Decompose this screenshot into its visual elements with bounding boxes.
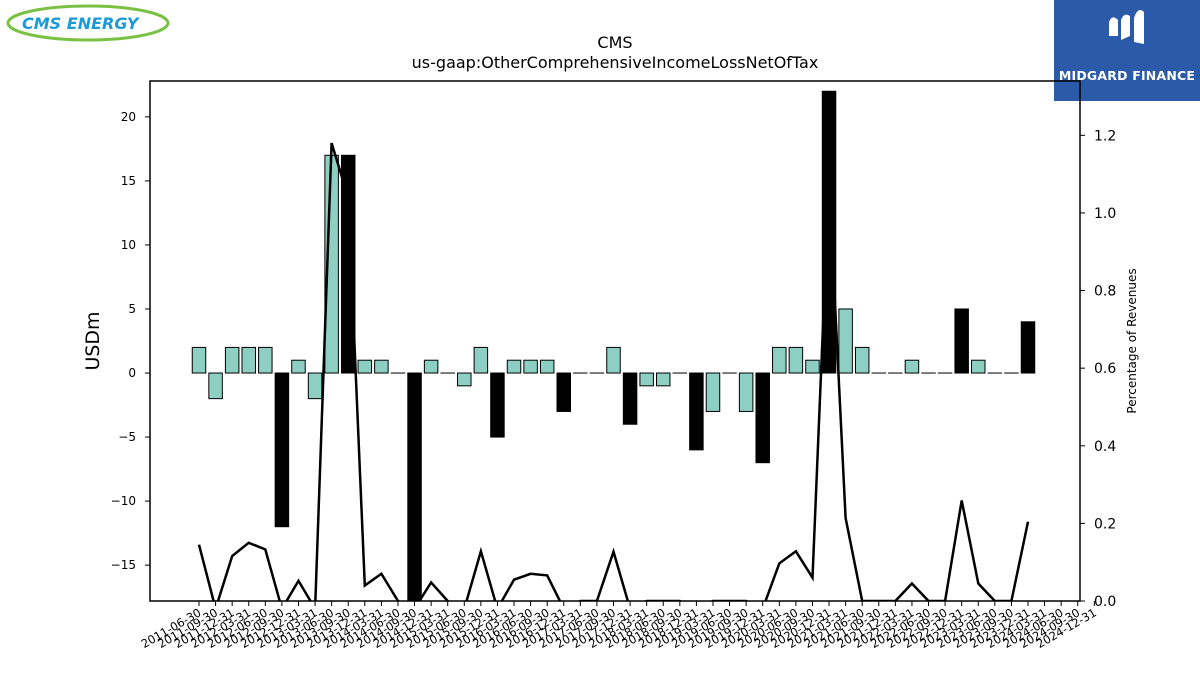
bar xyxy=(622,372,638,425)
midgard-finance-logo: MIDGARD FINANCE xyxy=(1054,0,1200,101)
bar xyxy=(208,372,223,400)
bar xyxy=(340,154,356,374)
y-axis-left: −15 −10 −5 0 5 10 15 20 xyxy=(111,110,150,572)
bar xyxy=(772,346,787,374)
y-tick-label: 20 xyxy=(121,110,136,124)
bar xyxy=(241,346,256,374)
bar xyxy=(838,308,853,374)
y-axis-right: 0.0 0.2 0.4 0.6 0.8 1.0 1.2 xyxy=(1080,128,1116,610)
bar xyxy=(788,346,804,374)
y2-tick-label: 1.2 xyxy=(1094,128,1116,144)
midgard-mark-icon xyxy=(1109,10,1144,44)
bar xyxy=(457,372,472,387)
bar xyxy=(954,308,969,374)
cms-energy-logo: CMS ENERGY xyxy=(0,0,175,50)
logo-text: CMS ENERGY xyxy=(22,14,140,33)
bar xyxy=(1020,321,1036,374)
bar xyxy=(821,90,837,374)
bar xyxy=(606,346,621,374)
bar xyxy=(755,372,770,464)
y-tick-label: 5 xyxy=(128,302,136,316)
bar xyxy=(971,359,986,374)
bar xyxy=(639,372,654,387)
y-tick-label: −5 xyxy=(118,430,136,444)
bar xyxy=(258,346,273,374)
logo-swoosh xyxy=(6,4,170,42)
y-tick-label: −10 xyxy=(111,494,136,508)
bar xyxy=(655,372,671,387)
bar xyxy=(506,359,522,374)
bar xyxy=(523,359,538,374)
bar xyxy=(191,346,207,374)
bar xyxy=(904,359,920,374)
logo-text: MIDGARD FINANCE xyxy=(1058,68,1196,83)
y2-tick-label: 0.2 xyxy=(1094,516,1116,532)
bar xyxy=(291,359,306,374)
y-tick-label: −15 xyxy=(111,558,136,572)
y2-tick-label: 0.0 xyxy=(1094,594,1116,610)
y2-tick-label: 1.0 xyxy=(1094,206,1116,222)
bar xyxy=(407,372,422,602)
bar xyxy=(274,372,290,528)
line-series xyxy=(197,142,1030,601)
bar xyxy=(423,359,439,374)
chart-title: CMS xyxy=(597,33,632,52)
bar xyxy=(374,359,389,374)
y-tick-label: 10 xyxy=(121,238,136,252)
bar xyxy=(539,359,555,374)
bar xyxy=(805,359,820,374)
bar xyxy=(224,346,240,374)
y-axis-label: USDm xyxy=(82,311,104,370)
y2-tick-label: 0.8 xyxy=(1094,284,1116,300)
bar xyxy=(556,372,572,412)
y-tick-label: 15 xyxy=(121,174,136,188)
bar xyxy=(473,346,489,374)
x-axis: 2011-06-302011-09-302011-12-312012-03-31… xyxy=(139,601,1099,651)
y2-tick-label: 0.4 xyxy=(1094,439,1116,455)
bar xyxy=(738,372,754,412)
bar xyxy=(705,372,721,412)
bar xyxy=(689,372,704,451)
y-tick-label: 0 xyxy=(128,366,136,380)
plot-frame xyxy=(149,80,1081,602)
pct-revenue-line xyxy=(197,142,1030,601)
y2-tick-label: 0.6 xyxy=(1094,361,1116,377)
bar-series xyxy=(191,90,1036,602)
bar xyxy=(357,359,373,374)
bar xyxy=(490,372,505,438)
bar xyxy=(307,372,323,400)
y2-axis-label: Percentage of Revenues xyxy=(1125,268,1139,413)
bar xyxy=(854,346,870,374)
chart-subtitle: us-gaap:OtherComprehensiveIncomeLossNetO… xyxy=(412,53,819,72)
